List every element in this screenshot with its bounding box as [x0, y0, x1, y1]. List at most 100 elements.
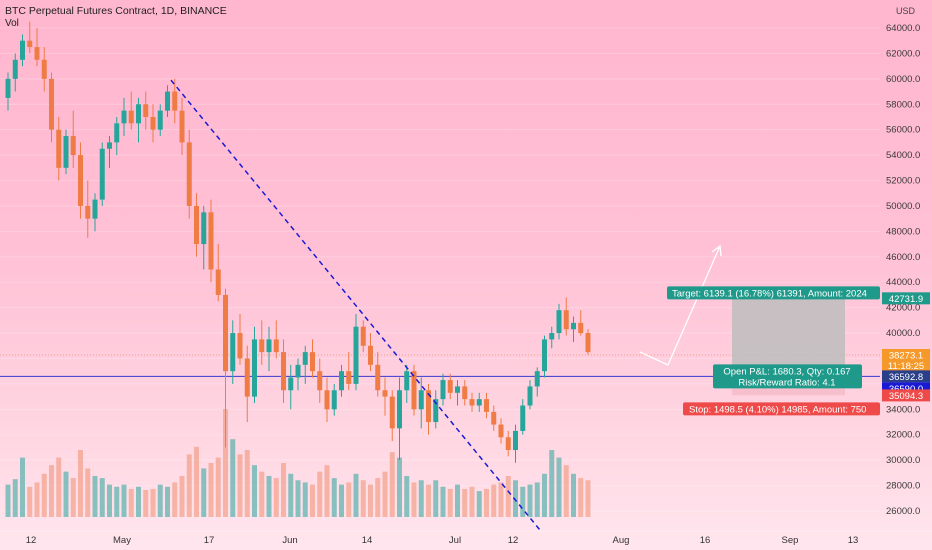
volume-bar	[513, 480, 518, 517]
volume-bar	[252, 465, 257, 517]
candle-body	[440, 380, 446, 400]
candle-body	[310, 352, 315, 372]
y-tick-label: 34000.0	[886, 404, 920, 415]
candle-body	[469, 399, 475, 406]
candle-body	[505, 437, 511, 450]
candle-body	[585, 333, 591, 353]
volume-bar	[99, 478, 105, 517]
candle-body	[237, 333, 243, 359]
volume-bar	[41, 473, 47, 517]
candle-body	[491, 411, 497, 425]
volume-bar	[476, 491, 482, 517]
volume-bar	[571, 473, 576, 517]
candle-body	[426, 390, 431, 423]
candle-body	[172, 91, 178, 111]
volume-bar	[288, 473, 294, 517]
x-tick-label: Aug	[613, 535, 630, 546]
candle-body	[563, 310, 569, 330]
candle-body	[266, 339, 272, 353]
x-tick-label: Jun	[282, 535, 297, 546]
trendline-dashed	[170, 79, 541, 531]
x-tick-label: 14	[362, 535, 373, 546]
volume-bar	[157, 484, 163, 517]
candle-body	[63, 136, 69, 168]
volume-bar	[317, 471, 323, 517]
volume-bar	[520, 486, 526, 517]
candle-body	[549, 333, 555, 340]
candle-body	[317, 371, 323, 391]
volume-bar	[331, 478, 337, 517]
price-tag-target: 42731.9	[889, 294, 923, 305]
y-tick-label: 52000.0	[886, 176, 920, 187]
volume-bar	[165, 486, 170, 517]
candle-body	[418, 390, 424, 410]
volume-bars	[5, 409, 591, 517]
volume-bar	[324, 465, 330, 517]
price-tag-target-box	[882, 292, 930, 305]
candle-body	[339, 371, 344, 391]
volume-bar	[208, 463, 214, 517]
volume-bar	[491, 484, 497, 517]
y-tick-label: 64000.0	[886, 23, 920, 34]
volume-bar	[353, 473, 359, 517]
candle-body	[534, 371, 540, 387]
risk-reward-label: Risk/Reward Ratio: 4.1	[738, 377, 835, 388]
volume-label: Vol	[5, 18, 19, 29]
candle-body	[462, 386, 468, 400]
stop-label: Stop: 1498.5 (4.10%) 14985, Amount: 750	[689, 404, 866, 415]
axis-unit: USD	[896, 6, 916, 16]
chart-title: BTC Perpetual Futures Contract, 1D, BINA…	[5, 5, 227, 17]
candle-body	[288, 377, 294, 391]
candle-body	[527, 386, 533, 406]
price-tag-stop: 35094.3	[889, 391, 923, 402]
y-tick-label: 28000.0	[886, 481, 920, 492]
candle-body	[165, 91, 170, 111]
trendline	[170, 79, 541, 531]
x-tick-label: Sep	[782, 535, 799, 546]
volume-bar	[273, 478, 279, 517]
candle-body	[121, 110, 127, 124]
time-axis: 12 May 17 Jun 14 Jul 12 Aug 16 Sep 13	[0, 530, 932, 546]
price-axis: USD 26000.0 28000.0 30000.0 32000.0 34000.0 36…	[886, 6, 920, 517]
candle-body	[179, 110, 185, 143]
candle-body	[498, 424, 504, 438]
candle-body	[447, 380, 453, 393]
x-tick-label: 12	[26, 535, 37, 546]
price-tag-current: 36592.8	[889, 372, 923, 383]
candles	[5, 21, 591, 463]
volume-bar	[128, 488, 134, 517]
volume-bar	[447, 488, 453, 517]
volume-bar	[136, 486, 141, 517]
volume-bar	[92, 475, 98, 517]
y-tick-label: 40000.0	[886, 328, 920, 339]
candle-body	[513, 430, 518, 450]
candle-body	[41, 59, 47, 79]
volume-bar	[244, 450, 250, 517]
candle-body	[252, 339, 257, 397]
x-tick-label: 17	[204, 535, 215, 546]
volume-bar	[201, 468, 207, 517]
volume-bar	[375, 478, 381, 517]
candle-body	[389, 396, 395, 429]
candle-body	[382, 390, 388, 397]
volume-bar	[27, 486, 33, 517]
candle-body	[201, 212, 207, 245]
volume-bar	[259, 471, 265, 517]
candle-body	[397, 390, 402, 429]
candle-body	[56, 129, 62, 168]
candle-body	[194, 205, 199, 245]
volume-bar	[295, 480, 301, 517]
volume-bar	[346, 482, 352, 517]
volume-bar	[56, 457, 62, 517]
candle-body	[230, 333, 236, 372]
x-tick-label: May	[113, 535, 131, 546]
volume-bar	[397, 457, 402, 517]
candle-body	[484, 399, 489, 412]
volume-bar	[455, 484, 460, 517]
projection-path	[639, 245, 721, 366]
y-tick-label: 50000.0	[886, 201, 920, 212]
y-tick-label: 44000.0	[886, 277, 920, 288]
candle-body	[136, 104, 141, 124]
